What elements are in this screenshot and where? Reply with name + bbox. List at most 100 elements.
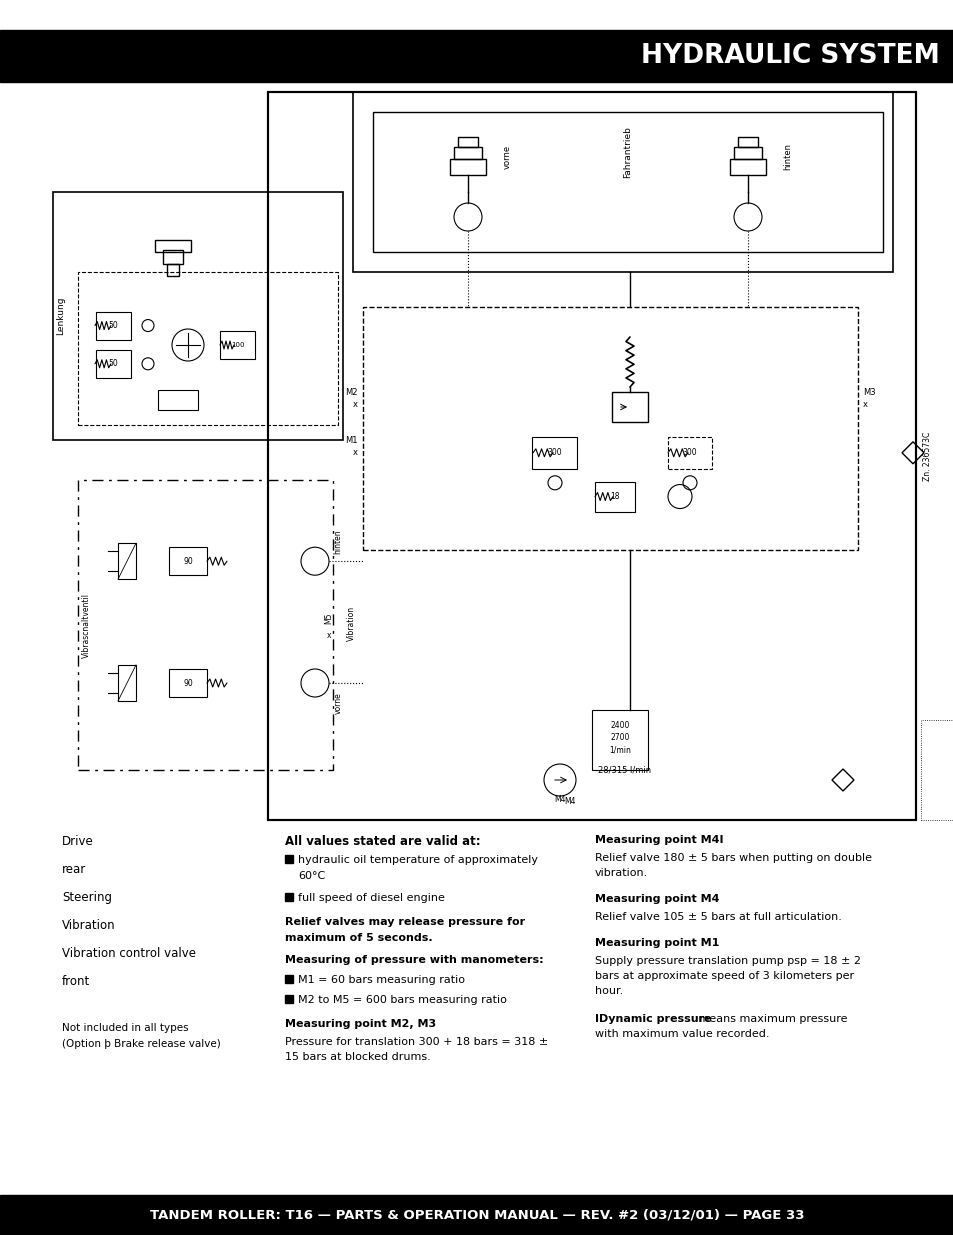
Text: 100: 100 bbox=[231, 342, 245, 348]
Bar bbox=[78, 480, 333, 769]
Text: M3: M3 bbox=[862, 388, 875, 396]
Text: hinten: hinten bbox=[334, 529, 342, 553]
Text: Vibration: Vibration bbox=[62, 919, 115, 932]
Bar bbox=[729, 159, 765, 175]
Text: x: x bbox=[327, 631, 331, 640]
Text: 28/315 l/min: 28/315 l/min bbox=[598, 766, 651, 774]
Bar bbox=[118, 664, 136, 701]
Bar bbox=[454, 147, 481, 159]
Bar bbox=[285, 893, 293, 902]
Text: Measuring of pressure with manometers:: Measuring of pressure with manometers: bbox=[285, 955, 543, 965]
Text: 18: 18 bbox=[610, 492, 619, 501]
Text: Vibrascnaltventil: Vibrascnaltventil bbox=[81, 593, 91, 657]
Text: rear: rear bbox=[62, 863, 86, 876]
Text: maximum of 5 seconds.: maximum of 5 seconds. bbox=[285, 932, 432, 944]
Text: Measuring point M1: Measuring point M1 bbox=[595, 939, 719, 948]
Text: 1/min: 1/min bbox=[608, 746, 630, 755]
Text: M2 to M5 = 600 bars measuring ratio: M2 to M5 = 600 bars measuring ratio bbox=[297, 995, 506, 1005]
Text: M1 = 60 bars measuring ratio: M1 = 60 bars measuring ratio bbox=[297, 974, 464, 986]
Bar bbox=[78, 272, 337, 425]
Text: vorne: vorne bbox=[502, 144, 512, 169]
Text: M4: M4 bbox=[563, 798, 576, 806]
Bar bbox=[532, 437, 577, 469]
Bar bbox=[353, 91, 892, 272]
Text: M1: M1 bbox=[345, 436, 357, 445]
Text: 2700: 2700 bbox=[610, 732, 629, 741]
Bar bbox=[268, 91, 915, 820]
Text: Lenkung: Lenkung bbox=[56, 296, 66, 335]
Text: vibration.: vibration. bbox=[595, 868, 648, 878]
Bar bbox=[169, 547, 207, 576]
Text: 2400: 2400 bbox=[610, 720, 629, 730]
Bar bbox=[0, 1195, 953, 1235]
Text: Steering: Steering bbox=[62, 890, 112, 904]
Text: vorne: vorne bbox=[334, 692, 342, 714]
Bar bbox=[158, 390, 198, 410]
Text: Supply pressure translation pump psp = 18 ± 2: Supply pressure translation pump psp = 1… bbox=[595, 956, 861, 966]
Bar bbox=[167, 264, 179, 275]
Text: 300: 300 bbox=[682, 448, 697, 457]
Text: Measuring point M4I: Measuring point M4I bbox=[595, 835, 722, 845]
Text: front: front bbox=[62, 974, 91, 988]
Text: Measuring point M2, M3: Measuring point M2, M3 bbox=[285, 1019, 436, 1029]
Bar bbox=[118, 543, 136, 579]
Text: hydraulic oil temperature of approximately: hydraulic oil temperature of approximate… bbox=[297, 855, 537, 864]
Text: Vibration: Vibration bbox=[346, 605, 355, 641]
Text: Pressure for translation 300 + 18 bars = 318 ±: Pressure for translation 300 + 18 bars =… bbox=[285, 1037, 548, 1047]
Text: bars at approximate speed of 3 kilometers per: bars at approximate speed of 3 kilometer… bbox=[595, 971, 853, 981]
Text: means maximum pressure: means maximum pressure bbox=[695, 1014, 846, 1024]
Text: 50: 50 bbox=[108, 359, 118, 368]
Bar bbox=[285, 995, 293, 1003]
Bar bbox=[373, 112, 882, 252]
Bar bbox=[285, 974, 293, 983]
Text: 15 bars at blocked drums.: 15 bars at blocked drums. bbox=[285, 1052, 431, 1062]
Text: x: x bbox=[353, 448, 357, 457]
Bar bbox=[220, 331, 255, 359]
Text: M2: M2 bbox=[345, 388, 357, 396]
Text: (Option þ Brake release valve): (Option þ Brake release valve) bbox=[62, 1039, 220, 1049]
Text: hinten: hinten bbox=[782, 143, 791, 170]
Text: Fahrantrieb: Fahrantrieb bbox=[623, 126, 632, 178]
Text: Drive: Drive bbox=[62, 835, 93, 848]
Bar bbox=[738, 137, 758, 147]
Bar bbox=[95, 311, 131, 340]
Bar bbox=[612, 391, 647, 422]
Text: full speed of diesel engine: full speed of diesel engine bbox=[297, 893, 444, 903]
Bar bbox=[457, 137, 477, 147]
Text: All values stated are valid at:: All values stated are valid at: bbox=[285, 835, 480, 848]
Bar bbox=[363, 308, 857, 550]
Text: with maximum value recorded.: with maximum value recorded. bbox=[595, 1029, 769, 1039]
Text: hour.: hour. bbox=[595, 986, 622, 995]
Bar bbox=[285, 855, 293, 863]
Text: Relief valve 180 ± 5 bars when putting on double: Relief valve 180 ± 5 bars when putting o… bbox=[595, 853, 871, 863]
Text: Vibration control valve: Vibration control valve bbox=[62, 947, 195, 960]
Bar bbox=[450, 159, 485, 175]
Bar bbox=[163, 249, 183, 264]
Text: HYDRAULIC SYSTEM: HYDRAULIC SYSTEM bbox=[640, 43, 939, 69]
Text: x: x bbox=[862, 400, 867, 409]
Text: x: x bbox=[353, 400, 357, 409]
Bar bbox=[53, 191, 343, 440]
Bar bbox=[733, 147, 761, 159]
Bar bbox=[0, 30, 953, 82]
Text: Measuring point M4: Measuring point M4 bbox=[595, 894, 719, 904]
Text: 90: 90 bbox=[183, 678, 193, 688]
Bar bbox=[592, 710, 647, 769]
Text: M5: M5 bbox=[324, 613, 334, 624]
Bar bbox=[667, 437, 711, 469]
Text: Relief valves may release pressure for: Relief valves may release pressure for bbox=[285, 918, 524, 927]
Text: 60°C: 60°C bbox=[297, 871, 325, 881]
Text: TANDEM ROLLER: T16 — PARTS & OPERATION MANUAL — REV. #2 (03/12/01) — PAGE 33: TANDEM ROLLER: T16 — PARTS & OPERATION M… bbox=[150, 1209, 803, 1221]
Bar bbox=[595, 482, 635, 511]
Bar bbox=[154, 240, 191, 252]
Bar bbox=[95, 350, 131, 378]
Text: M4: M4 bbox=[554, 795, 565, 804]
Text: 300: 300 bbox=[547, 448, 561, 457]
Text: Zn. 236573C: Zn. 236573C bbox=[923, 431, 931, 480]
Text: Not included in all types: Not included in all types bbox=[62, 1023, 189, 1032]
Bar bbox=[920, 720, 953, 820]
Bar bbox=[169, 669, 207, 697]
Text: Relief valve 105 ± 5 bars at full articulation.: Relief valve 105 ± 5 bars at full articu… bbox=[595, 911, 841, 923]
Text: 50: 50 bbox=[108, 321, 118, 330]
Text: 90: 90 bbox=[183, 557, 193, 566]
